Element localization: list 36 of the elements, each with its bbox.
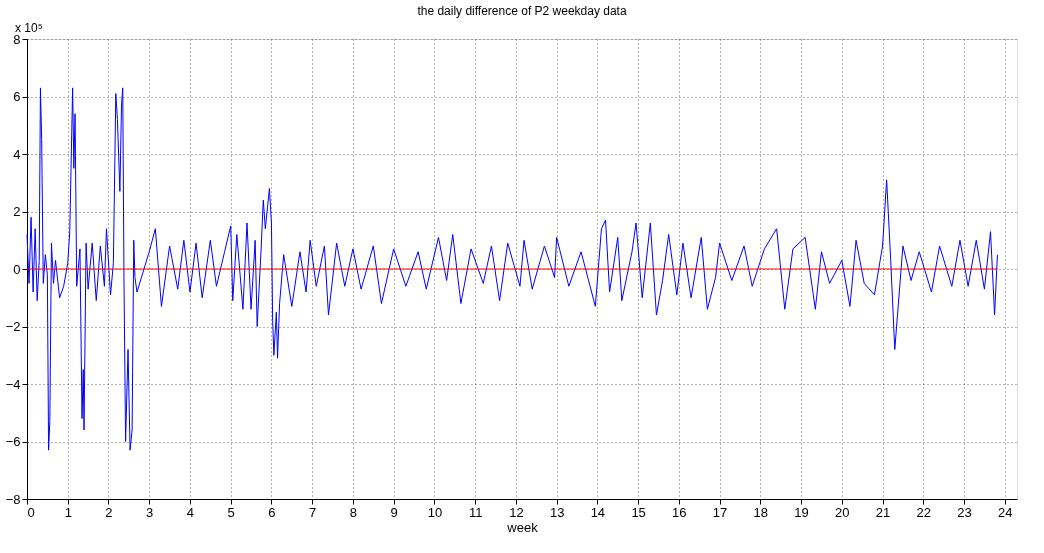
x-tick-label: 24	[998, 504, 1013, 520]
x-axis-title: week	[506, 519, 539, 535]
x-tick-label: 13	[549, 504, 565, 520]
x-tick-label: 21	[875, 504, 891, 520]
y-tick-label: 4	[13, 146, 21, 162]
x-tick-label: 10	[427, 504, 443, 520]
x-tick-label: 18	[753, 504, 769, 520]
x-tick-label: 4	[186, 504, 195, 520]
y-tick-label: −4	[5, 376, 21, 392]
y-tick-label: −2	[5, 319, 21, 334]
x-tick-label: 0	[27, 504, 35, 520]
x-tick-label: 22	[916, 504, 932, 520]
x-tick-label: 5	[227, 504, 235, 520]
x-tick-label: 1	[64, 504, 72, 520]
chart-title: the daily difference of P2 weekday data	[417, 4, 627, 18]
x-tick-label: 19	[794, 504, 809, 520]
x-tick-label: 8	[349, 504, 358, 520]
x-tick-label: 20	[835, 504, 850, 520]
x-tick-label: 16	[672, 504, 687, 520]
x-tick-label: 12	[509, 504, 524, 520]
line-series	[26, 87, 998, 451]
x-tick-label: 11	[468, 504, 483, 520]
y-tick-label: −8	[5, 491, 21, 507]
x-tick-label: 9	[390, 504, 398, 520]
x-tick-label: 23	[957, 504, 972, 520]
x-tick-label: 6	[268, 504, 276, 520]
y-tick-label: 2	[13, 204, 21, 219]
x-tick-label: 15	[631, 504, 646, 520]
x-tick-label: 14	[590, 504, 606, 520]
y-tick-label: 6	[13, 89, 21, 104]
x-tick-label: 2	[105, 504, 113, 520]
x-tick-label: 7	[309, 504, 317, 520]
x-tick-label: 17	[712, 504, 728, 520]
x-tick-label: 3	[146, 504, 154, 520]
y-tick-label: −6	[5, 434, 21, 449]
y-tick-label: 0	[13, 261, 21, 277]
